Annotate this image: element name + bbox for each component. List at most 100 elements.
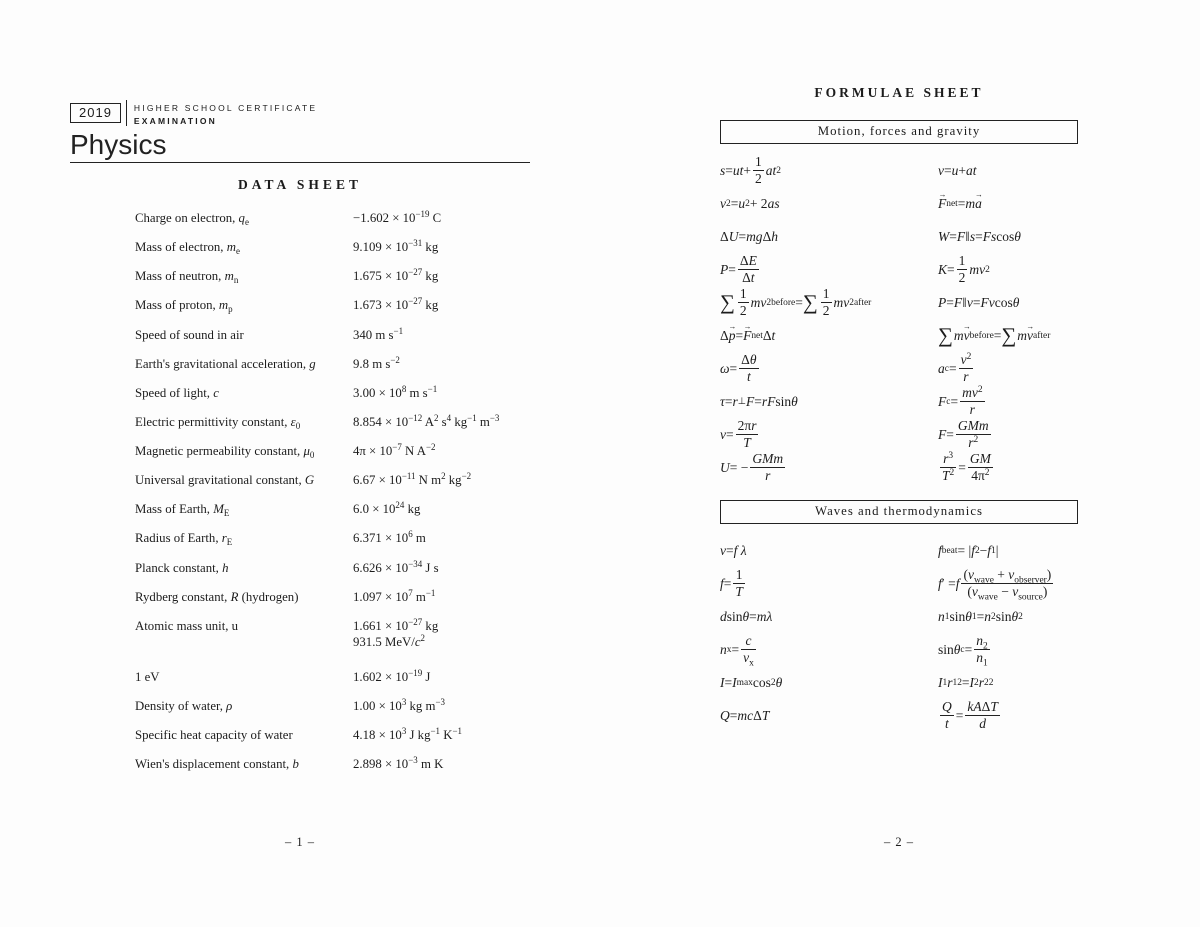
- constant-value: 6.0 × 1024 kg: [353, 500, 421, 517]
- constant-value: 1.00 × 103 kg m−3: [353, 697, 445, 714]
- data-sheet-row: Specific heat capacity of water 4.18 × 1…: [135, 727, 529, 744]
- data-sheet-row: Speed of sound in air 340 m s−1: [135, 325, 529, 344]
- constant-value: 340 m s−1: [353, 325, 404, 342]
- constant-label: Rydberg constant, R (hydrogen): [135, 589, 299, 604]
- constant-label: Mass of proton, mp: [135, 298, 233, 315]
- formula: ∑ 1 2 mv 2 before = ∑ 1 2 mv 2 after: [720, 286, 872, 318]
- constant-value: 1.675 × 10−27 kg: [353, 267, 439, 284]
- formula: v = f λ: [720, 542, 747, 558]
- formula: Q = mc Δ T: [720, 707, 770, 723]
- constant-label: Magnetic permeability constant, μ0: [135, 444, 315, 461]
- constant-value: 4.18 × 103 J kg−1 K−1: [353, 726, 462, 743]
- data-sheet-row: Mass of electron, me 9.109 × 10−31 kg: [135, 239, 529, 256]
- data-sheet-row: Atomic mass unit, u 1.661 × 10−27 kg 931.…: [135, 616, 529, 651]
- constant-label: Specific heat capacity of water: [135, 728, 293, 743]
- data-sheet-row: Mass of Earth, ME 6.0 × 1024 kg: [135, 501, 529, 518]
- header-rule: [70, 162, 530, 163]
- constant-value: 4π × 10−7 N A−2: [353, 442, 436, 458]
- page-number-left: – 1 –: [285, 835, 315, 849]
- data-sheet-row: Mass of proton, mp 1.673 × 10−27 kg: [135, 297, 529, 314]
- constant-label: Mass of Earth, ME: [135, 502, 230, 519]
- constant-value: 2.898 × 10−3 m K: [353, 755, 444, 772]
- constant-value: −1.602 × 10−19 C: [353, 209, 442, 225]
- constant-label: Universal gravitational constant, G: [135, 473, 315, 488]
- formulae-sheet-page: FORMULAE SHEET Motion, forces and gravit…: [720, 85, 1078, 732]
- constant-label: 1 eV: [135, 670, 160, 684]
- section-heading-motion-label: Motion, forces and gravity: [817, 124, 981, 138]
- section-heading-motion: Motion, forces and gravity: [720, 120, 1078, 144]
- constant-label: Mass of neutron, mn: [135, 269, 239, 286]
- constant-label: Speed of sound in air: [135, 327, 244, 342]
- data-sheet-row: Wien's displacement constant, b 2.898 × …: [135, 756, 529, 773]
- constant-label: Mass of electron, me: [135, 240, 240, 257]
- data-sheet-row: 1 eV 1.602 × 10−19 J: [135, 669, 529, 686]
- formula: P = ΔE Δt: [720, 253, 759, 285]
- formula: ω = Δθ t: [720, 352, 759, 384]
- constant-label: Speed of light, c: [135, 385, 219, 400]
- data-sheet-row: Rydberg constant, R (hydrogen) 1.097 × 1…: [135, 587, 529, 606]
- formula: K = 1 2 mv 2: [938, 253, 990, 285]
- constant-value: 1.661 × 10−27 kg 931.5 MeV/c2: [353, 616, 439, 650]
- constant-value: 9.8 m s−2: [353, 354, 400, 371]
- data-sheet-row: Electric permittivity constant, ε0 8.854…: [135, 412, 529, 431]
- data-sheet-title: DATA SHEET: [238, 177, 362, 192]
- data-sheet-row: Density of water, ρ 1.00 × 103 kg m−3: [135, 698, 529, 715]
- formula: f beat = | f 2 − f 1 |: [938, 542, 999, 558]
- section-heading-waves: Waves and thermodynamics: [720, 500, 1078, 524]
- exam-year-badge: 2019: [70, 103, 121, 123]
- data-sheet-row: Speed of light, c 3.00 × 108 m s−1: [135, 383, 529, 402]
- data-sheet-row: Charge on electron, qe −1.602 × 10−19 C: [135, 210, 529, 227]
- constant-label: Radius of Earth, rE: [135, 531, 233, 548]
- constant-value: 8.854 × 10−12 A2 s4 kg−1 m−3: [353, 412, 500, 429]
- data-sheet-row: Earth's gravitational acceleration, g 9.…: [135, 354, 529, 373]
- formula: s = ut + 1 2 at 2: [720, 154, 782, 186]
- data-sheet-table: Charge on electron, qe −1.602 × 10−19 C …: [135, 210, 529, 773]
- formula: τ = r ⊥ F = rF sin θ: [720, 393, 798, 409]
- constant-label: Density of water, ρ: [135, 699, 233, 714]
- formula: P = F ∥ v = Fv cos θ: [938, 294, 1020, 310]
- constant-value: 1.097 × 107 m−1: [353, 587, 436, 604]
- constant-value: 1.602 × 10−19 J: [353, 668, 431, 684]
- constant-label: Atomic mass unit, u: [135, 618, 239, 633]
- constant-label: Planck constant, h: [135, 560, 229, 575]
- constant-label: Wien's displacement constant, b: [135, 757, 299, 772]
- data-sheet-page: 2019 HIGHER SCHOOL CERTIFICATE EXAMINATI…: [70, 100, 530, 786]
- formula: Δp = FnetΔt: [720, 319, 938, 352]
- exam-header: 2019 HIGHER SCHOOL CERTIFICATE EXAMINATI…: [70, 100, 530, 126]
- constant-value: 9.109 × 10−31 kg: [353, 238, 439, 255]
- subject-title: Physics: [70, 129, 167, 160]
- constant-label: Earth's gravitational acceleration, g: [135, 356, 316, 371]
- data-sheet-row: Radius of Earth, rE 6.371 × 106 m: [135, 530, 529, 547]
- data-sheet-row: Magnetic permeability constant, μ0 4π × …: [135, 443, 529, 460]
- exam-certificate-lines: HIGHER SCHOOL CERTIFICATE EXAMINATION: [125, 100, 318, 126]
- formulae-sheet-title: FORMULAE SHEET: [814, 85, 984, 100]
- constant-value: 6.67 × 10−11 N m2 kg−2: [353, 471, 472, 488]
- constant-label: Electric permittivity constant, ε0: [135, 414, 301, 431]
- formula: ∑mvbefore = ∑mvafter: [938, 319, 1078, 352]
- formula: f ′ = f (vwave + vobserver) (vwave − vsour…: [938, 567, 1054, 603]
- certificate-line2: EXAMINATION: [133, 116, 217, 126]
- section-heading-waves-label: Waves and thermodynamics: [815, 504, 983, 518]
- waves-formulas-right-column: f beat = | f 2 − f 1 | f ′ = f (vwave + vobser…: [938, 534, 1078, 732]
- formula: Fnet = ma: [938, 187, 1078, 220]
- formula: F = GMm r2: [938, 418, 991, 450]
- formula: v = u + at: [938, 162, 977, 178]
- certificate-line1: HIGHER SCHOOL CERTIFICATE: [133, 103, 318, 113]
- formula: d sin θ = mλ: [720, 608, 773, 624]
- constant-value: 6.371 × 106 m: [353, 529, 426, 546]
- constant-value: 3.00 × 108 m s−1: [353, 383, 438, 400]
- formula: sin θ c = n2 n1: [938, 633, 990, 669]
